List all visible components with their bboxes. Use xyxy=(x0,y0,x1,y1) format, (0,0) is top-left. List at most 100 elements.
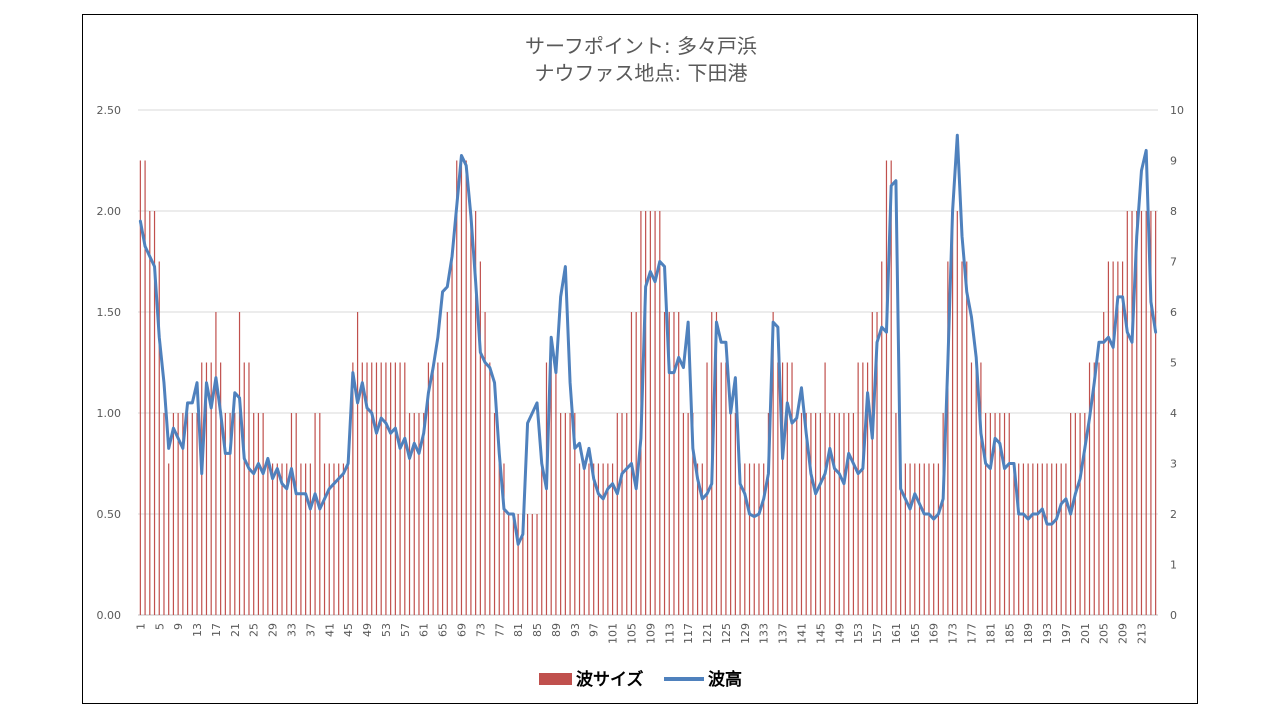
bar xyxy=(498,463,500,615)
bar xyxy=(1041,463,1043,615)
bar xyxy=(418,413,420,615)
x-axis-tick: 77 xyxy=(493,623,506,637)
bar xyxy=(224,413,226,615)
bar xyxy=(163,413,165,615)
x-axis-tick: 133 xyxy=(758,623,771,644)
x-axis-tick: 41 xyxy=(323,623,336,637)
x-axis-tick: 113 xyxy=(663,623,676,644)
x-axis-tick: 137 xyxy=(777,623,790,644)
bar xyxy=(375,362,378,615)
bar xyxy=(909,463,911,615)
x-axis-tick: 213 xyxy=(1135,623,1148,644)
bar xyxy=(390,362,392,615)
bar xyxy=(560,413,562,615)
bar xyxy=(333,463,335,615)
bar xyxy=(918,463,921,615)
bar xyxy=(989,413,991,615)
bar xyxy=(607,463,609,615)
bar xyxy=(456,160,458,615)
bar xyxy=(314,413,316,615)
chart-title-line: サーフポイント: 多々戸浜 xyxy=(525,34,757,58)
bar xyxy=(805,413,807,615)
x-axis-tick: 121 xyxy=(701,623,714,644)
bar xyxy=(862,362,864,615)
x-axis-tick: 201 xyxy=(1079,623,1092,644)
x-axis-tick: 57 xyxy=(399,623,412,637)
bar xyxy=(1065,463,1067,615)
bar xyxy=(153,211,156,615)
bar xyxy=(290,413,293,615)
bar xyxy=(1036,463,1039,615)
bar xyxy=(182,413,184,615)
bar xyxy=(569,413,571,615)
left-axis-tick: 1.50 xyxy=(97,306,122,319)
bar xyxy=(753,463,755,615)
bar xyxy=(253,413,255,615)
chart-frame: サーフポイント: 多々戸浜 ナウファス地点: 下田港 0.00 0.50 1.00 1.… xyxy=(82,14,1198,704)
bar xyxy=(682,413,685,615)
bar xyxy=(1079,413,1081,615)
legend-bar-label: 波サイズ xyxy=(576,669,644,690)
bar xyxy=(819,413,821,615)
bar xyxy=(999,413,1001,615)
x-axis-tick: 149 xyxy=(833,623,846,644)
x-axis-tick: 129 xyxy=(739,623,752,644)
bar xyxy=(574,413,576,615)
x-axis-tick: 105 xyxy=(625,623,638,644)
legend-line-label: 波高 xyxy=(708,669,742,690)
left-axis-tick: 2.50 xyxy=(97,104,122,117)
bar xyxy=(234,413,236,615)
bar xyxy=(895,413,897,615)
x-axis-tick: 21 xyxy=(229,623,242,637)
bar xyxy=(201,362,203,615)
bar xyxy=(583,463,585,615)
x-axis-tick: 209 xyxy=(1117,623,1130,644)
x-axis-tick: 205 xyxy=(1098,623,1111,644)
bar xyxy=(205,362,208,615)
bar xyxy=(687,413,689,615)
left-axis-tick: 0.00 xyxy=(97,609,122,622)
bar xyxy=(238,312,241,615)
bar xyxy=(210,362,212,615)
bar xyxy=(970,362,973,615)
bar xyxy=(508,514,510,615)
x-axis-tick: 157 xyxy=(871,623,884,644)
wave-height-line xyxy=(138,133,1158,546)
bar xyxy=(923,463,925,615)
bar xyxy=(654,211,656,615)
bar xyxy=(1093,362,1095,615)
bar xyxy=(626,413,628,615)
bar xyxy=(602,463,604,615)
x-axis-tick: 49 xyxy=(361,623,374,637)
bar xyxy=(758,463,760,615)
bar xyxy=(833,413,836,615)
bar xyxy=(1112,261,1114,615)
bar xyxy=(404,362,406,615)
bar xyxy=(1155,211,1157,615)
right-axis-tick: 4 xyxy=(1170,407,1177,420)
bar xyxy=(342,463,345,615)
bar xyxy=(706,362,708,615)
bar xyxy=(1027,463,1029,615)
bar xyxy=(347,463,349,615)
legend-bar-swatch xyxy=(539,673,572,685)
bar xyxy=(692,413,694,615)
bar xyxy=(1117,261,1119,615)
bar xyxy=(985,413,987,615)
bar xyxy=(980,362,982,615)
bar xyxy=(720,362,722,615)
bar xyxy=(951,211,954,615)
bar xyxy=(441,362,444,615)
x-axis-tick: 29 xyxy=(267,623,280,637)
bar xyxy=(484,312,486,615)
bar xyxy=(744,463,746,615)
x-axis-tick: 1 xyxy=(134,623,147,630)
bar xyxy=(890,160,892,615)
x-axis-tick: 17 xyxy=(210,623,223,637)
x-axis-tick: 13 xyxy=(191,623,204,637)
x-axis-tick: 141 xyxy=(795,623,808,644)
x-axis-tick: 153 xyxy=(852,623,865,644)
bar xyxy=(470,211,472,615)
x-axis-tick: 177 xyxy=(965,623,978,644)
bar xyxy=(248,362,250,615)
